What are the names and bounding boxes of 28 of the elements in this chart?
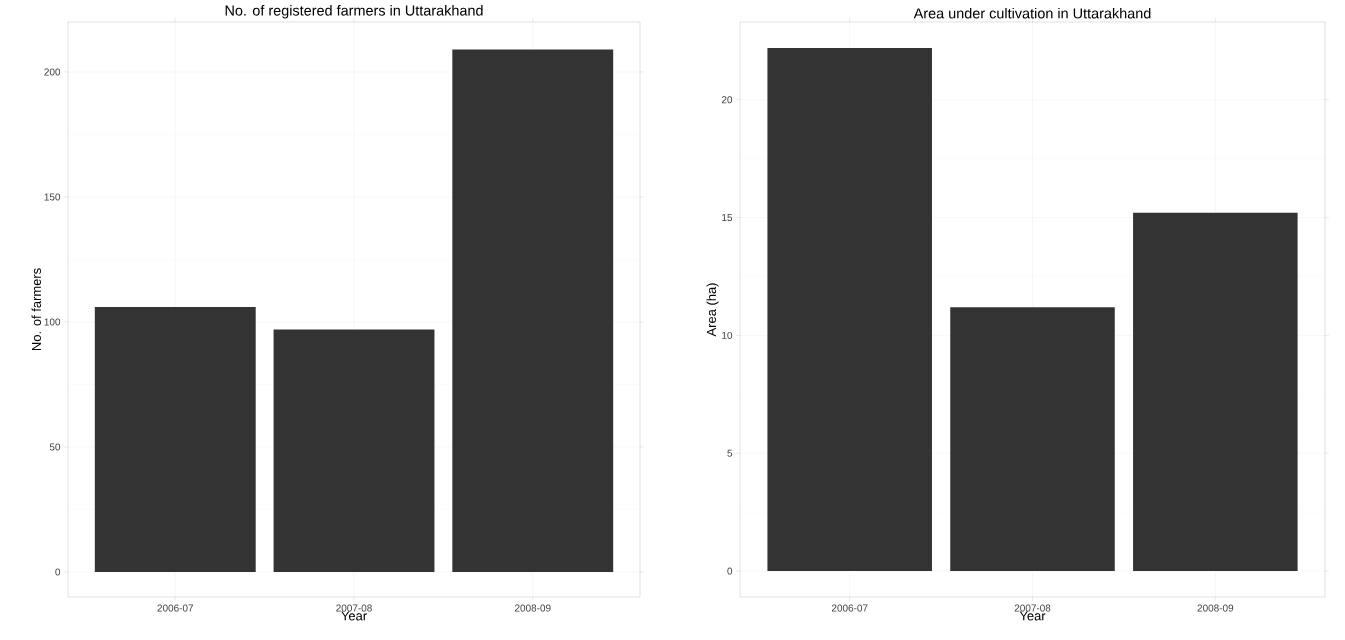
- bar: [1133, 212, 1298, 572]
- y-axis-title: Area (ha): [706, 283, 719, 337]
- y-tick-label: 15: [722, 214, 733, 222]
- y-tick-label: 150: [44, 193, 61, 201]
- y-tick-label: 50: [49, 443, 61, 451]
- chart-title: No. of registered farmers in Uttarakhand: [225, 5, 483, 19]
- y-tick-label: 5: [727, 449, 733, 457]
- x-tick-label: 2006-07: [831, 604, 868, 612]
- bar: [950, 307, 1115, 572]
- bar: [94, 306, 256, 572]
- y-tick-label: 0: [55, 568, 61, 576]
- chart-title: Area under cultivation in Uttarakhand: [913, 7, 1151, 19]
- x-tick-label: 2008-09: [1197, 604, 1234, 612]
- y-tick-label: 20: [721, 96, 733, 104]
- bar: [452, 49, 614, 572]
- y-tick-label: 10: [722, 331, 733, 339]
- y-tick-label: 100: [44, 318, 61, 326]
- bar: [767, 47, 932, 572]
- x-tick-label: 2008-09: [514, 604, 551, 612]
- x-tick-label: 2007-08: [336, 604, 372, 612]
- y-tick-label: 200: [44, 68, 61, 76]
- x-axis-title: Year: [341, 611, 367, 621]
- x-tick-label: 2007-08: [1014, 604, 1051, 612]
- y-tick-label: 0: [727, 567, 733, 575]
- x-tick-label: 2006-07: [157, 604, 194, 612]
- y-axis-title: No. of farmers: [31, 268, 42, 351]
- x-axis-title: Year: [1019, 611, 1046, 621]
- bar: [273, 329, 435, 572]
